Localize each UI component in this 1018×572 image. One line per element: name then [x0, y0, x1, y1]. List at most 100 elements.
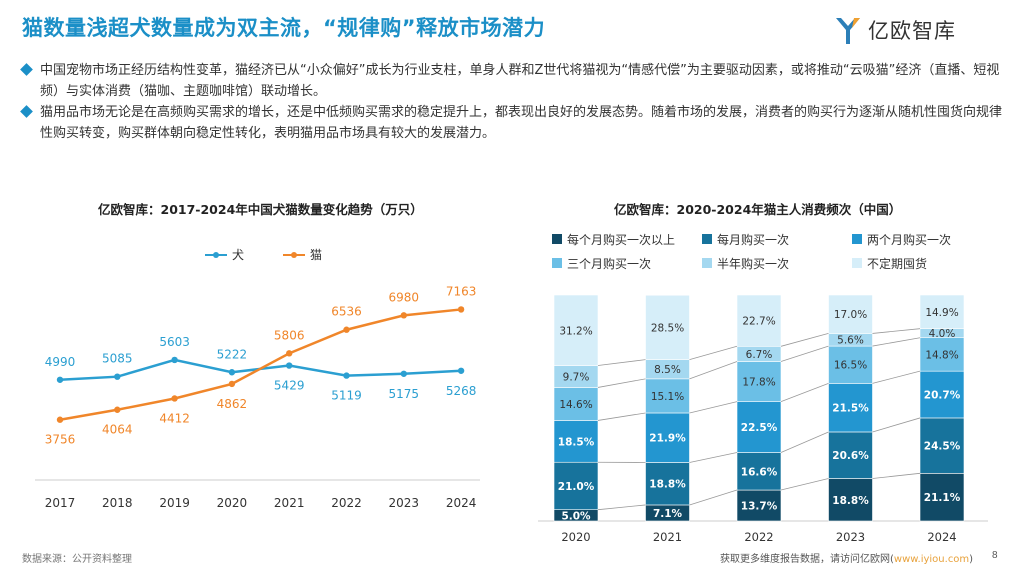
- bar-segment: [736, 294, 782, 347]
- x-tick-label: 2021: [653, 530, 682, 544]
- x-tick-label: 2023: [389, 496, 420, 510]
- bar-value-label: 7.1%: [653, 508, 683, 520]
- bar-segment: [553, 420, 599, 463]
- logo-text: 亿欧智库: [868, 19, 956, 43]
- legend-marker: [213, 252, 219, 258]
- legend-swatch: [852, 258, 862, 268]
- line-chart-title: 亿欧智库：2017-2024年中国犬猫数量变化趋势（万只）: [98, 202, 423, 217]
- connector-line: [689, 345, 738, 361]
- data-point: [171, 356, 178, 364]
- bar-segment: [645, 378, 690, 414]
- connector-line: [597, 504, 646, 511]
- bullet-text: 中国宠物市场正经历结构性变革，猫经济已从“小众偏好”成长为行业支柱，单身人群和Z…: [40, 63, 1000, 99]
- bullet-item: 猫用品市场无论是在高频购买需求的增长，还是中低频购买需求的稳定提升上，都表现出良…: [20, 102, 1003, 144]
- bar-segment: [919, 370, 965, 419]
- diamond-bullet-icon: [20, 105, 33, 118]
- connector-line: [689, 452, 738, 463]
- data-label: 6536: [331, 305, 362, 319]
- bar-value-label: 17.0%: [834, 309, 867, 321]
- connector-line: [872, 337, 921, 347]
- bar-value-label: 14.6%: [559, 399, 592, 411]
- bar-segment: [736, 401, 782, 453]
- bar-value-label: 8.5%: [654, 364, 681, 376]
- bar-value-label: 16.6%: [741, 466, 778, 478]
- bar-value-label: 15.1%: [651, 391, 684, 403]
- connector-line: [872, 472, 921, 479]
- connector-line: [780, 345, 829, 362]
- bar-value-label: 20.7%: [924, 390, 961, 402]
- data-label: 7163: [446, 284, 477, 298]
- bar-segment: [736, 452, 782, 491]
- data-label: 5429: [274, 379, 305, 393]
- footer-link[interactable]: www.iyiou.com: [893, 554, 970, 565]
- data-label: 5222: [217, 347, 248, 361]
- footer-more: 获取更多维度报告数据，请访问亿欧网(www.iyiou.com): [720, 550, 973, 565]
- x-tick-label: 2019: [159, 496, 190, 510]
- x-tick-label: 2020: [561, 530, 590, 544]
- line-chart: 犬猫2017 2018 2019 2020 2021 2022 2023 20244990 50…: [35, 248, 480, 510]
- bar-segment: [919, 294, 965, 329]
- connector-line: [780, 382, 829, 403]
- data-point: [171, 395, 178, 402]
- bar-segment: [553, 461, 599, 511]
- data-point: [457, 306, 465, 313]
- legend-label: 不定期囤货: [867, 256, 927, 271]
- data-label: 6980: [389, 290, 420, 304]
- connector-line: [872, 370, 921, 384]
- bar-segment: [919, 337, 965, 372]
- bullet-text: 猫用品市场无论是在高频购买需求的增长，还是中低频购买需求的稳定提升上，都表现出良…: [40, 105, 1003, 141]
- connector-line: [780, 431, 829, 453]
- connector-line: [597, 412, 646, 421]
- data-point: [400, 370, 407, 377]
- bar-value-label: 21.1%: [924, 492, 961, 504]
- bar-value-label: 17.8%: [742, 377, 775, 389]
- legend-swatch: [552, 258, 562, 268]
- legend-swatch: [552, 234, 562, 244]
- legend-label: 三个月购买一次: [567, 256, 651, 271]
- line-legend: 犬猫: [205, 248, 322, 262]
- bar-value-label: 21.9%: [649, 433, 686, 445]
- bar-segment: [919, 417, 965, 474]
- bar-chart-title: 亿欧智库：2020-2024年猫主人消费频次（中国）: [614, 202, 902, 217]
- footer-more-text: 获取更多维度报告数据，请访问亿欧网: [720, 554, 890, 565]
- connector-line: [689, 489, 738, 506]
- bar-value-label: 22.7%: [742, 316, 775, 328]
- data-point: [56, 376, 64, 383]
- data-point: [343, 326, 350, 333]
- legend-label: 犬: [232, 248, 244, 262]
- data-point: [228, 369, 236, 376]
- bar-value-label: 14.8%: [925, 349, 958, 361]
- data-point: [457, 367, 465, 374]
- x-tick-label: 2024: [446, 496, 477, 510]
- data-point: [228, 380, 236, 388]
- page-title: 猫数量浅超犬数量成为双主流，“规律购”释放市场潜力: [22, 16, 546, 40]
- bar-segment: [645, 462, 690, 506]
- data-point: [343, 372, 350, 379]
- data-label: 5085: [102, 352, 133, 366]
- legend-swatch: [702, 234, 712, 244]
- x-tick-label: 2022: [744, 530, 773, 544]
- bar-value-label: 5.6%: [837, 335, 864, 347]
- connector-line: [689, 401, 738, 414]
- bar-segment: [828, 383, 873, 433]
- bar-value-label: 5.0%: [561, 510, 591, 522]
- bar-value-label: 14.9%: [925, 307, 958, 319]
- bar-segment: [645, 412, 690, 463]
- bar-segment: [736, 489, 782, 522]
- bar-value-label: 21.5%: [832, 403, 869, 415]
- legend-label: 每月购买一次: [717, 232, 789, 247]
- legend-label: 半年购买一次: [717, 256, 789, 271]
- page-number: 8: [992, 550, 998, 561]
- legend-label: 两个月购买一次: [867, 232, 951, 247]
- bar-value-label: 6.7%: [746, 349, 773, 361]
- bar-value-label: 18.8%: [832, 495, 869, 507]
- data-label: 5119: [331, 389, 362, 403]
- legend-swatch: [702, 258, 712, 268]
- bar-value-label: 18.8%: [649, 479, 686, 491]
- data-point: [56, 416, 64, 423]
- x-tick-label: 2022: [331, 496, 362, 510]
- brand-logo: 亿欧智库: [832, 14, 956, 46]
- data-label: 5603: [159, 335, 190, 349]
- connector-line: [780, 333, 829, 347]
